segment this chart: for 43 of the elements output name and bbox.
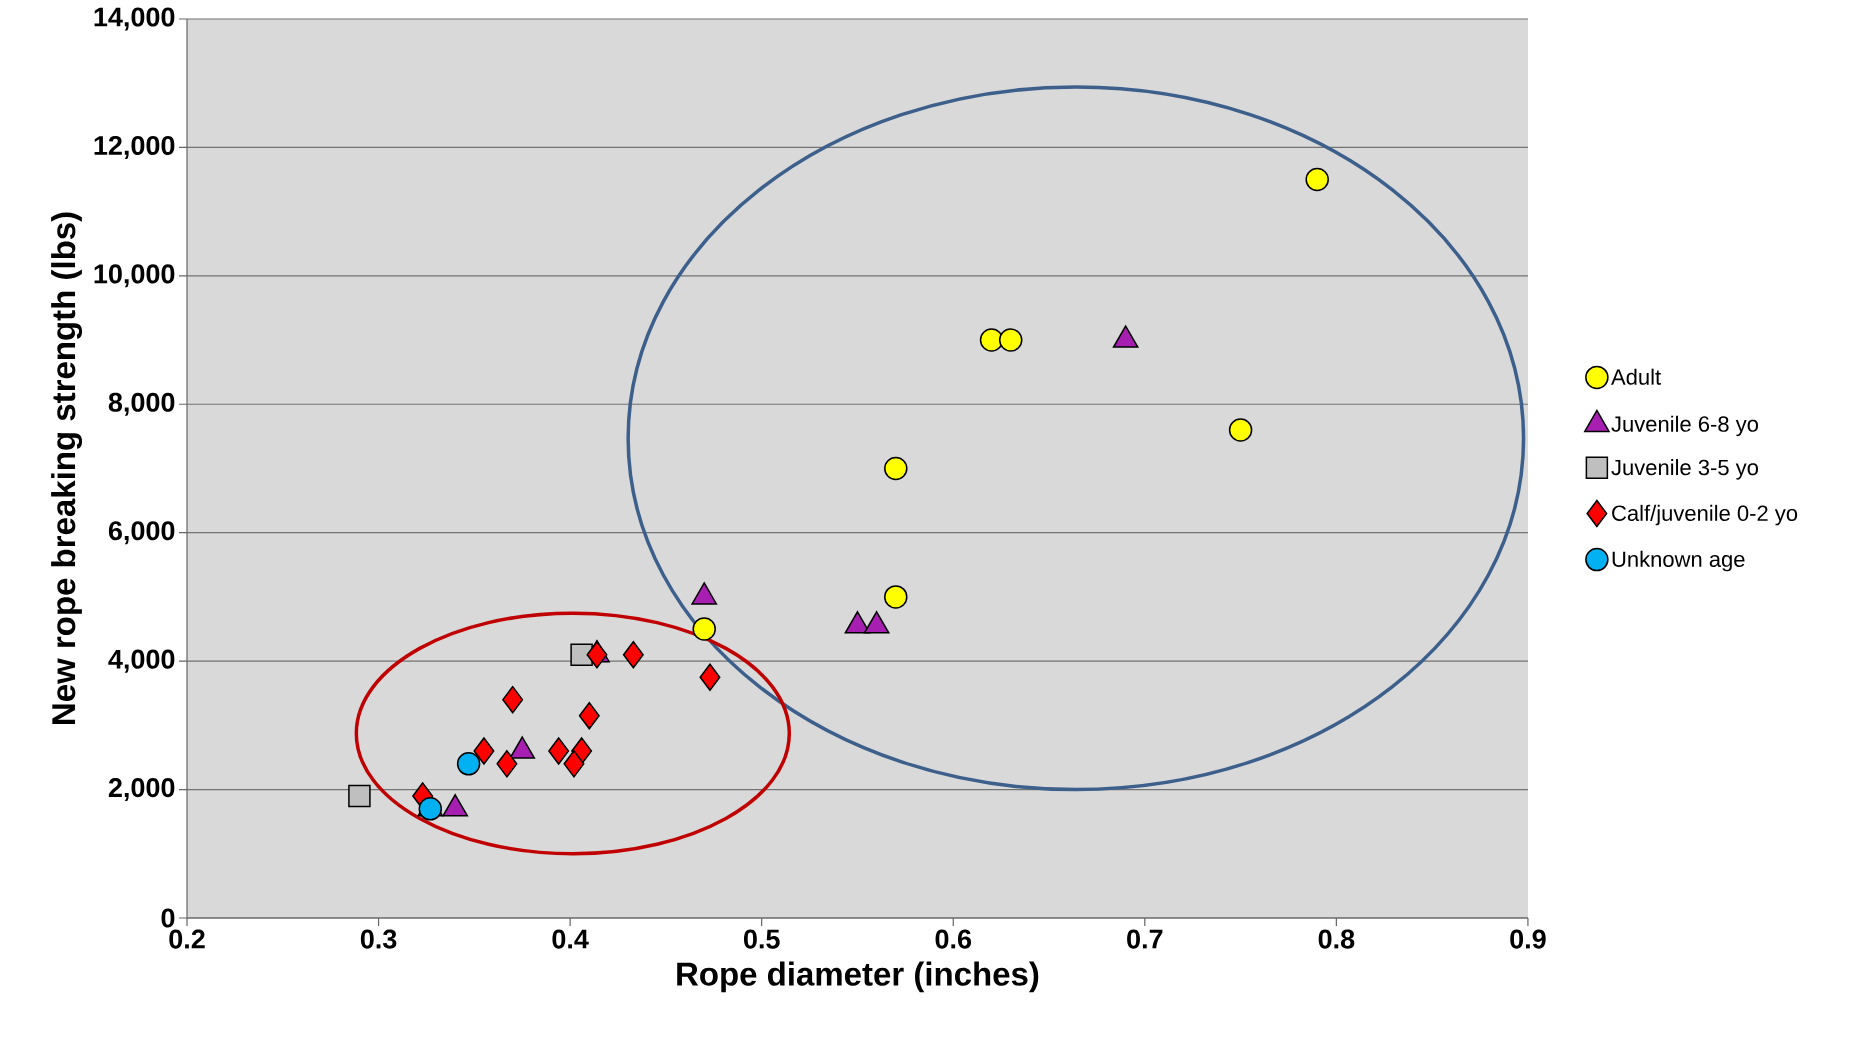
point xyxy=(578,701,600,730)
y-tick-label: 4,000 xyxy=(108,649,175,673)
legend-label: Adult xyxy=(1611,368,1661,385)
x-tick-label: 0.6 xyxy=(935,929,972,949)
x-tick-label: 0.7 xyxy=(1127,929,1163,949)
y-tick-label: 0 xyxy=(161,908,175,928)
point xyxy=(570,643,593,666)
legend-label: Juvenile 3-5 yo xyxy=(1611,459,1758,480)
point xyxy=(979,328,1004,352)
point xyxy=(548,737,570,765)
point xyxy=(456,752,481,776)
x-tick-label: 0.9 xyxy=(1510,929,1546,949)
y-tick-label: 10,000 xyxy=(94,264,175,288)
x-tick-label: 0.5 xyxy=(743,929,780,949)
point xyxy=(1228,418,1253,442)
point xyxy=(622,640,644,669)
x-tick-label: 0.3 xyxy=(360,929,397,949)
y-tick-label: 12,000 xyxy=(94,135,175,159)
x-tick-label: 0.8 xyxy=(1318,929,1355,949)
point xyxy=(502,685,524,714)
point xyxy=(473,737,495,765)
point xyxy=(884,456,908,481)
x-tick-label: 0.2 xyxy=(169,929,205,949)
point xyxy=(418,797,443,821)
point xyxy=(563,750,585,778)
point xyxy=(348,784,371,808)
x-axis-title: Rope diameter (inches) xyxy=(677,961,1039,993)
point xyxy=(586,640,608,669)
x-tick-label: 0.4 xyxy=(552,929,589,949)
point xyxy=(884,585,908,609)
legend-label: Juvenile 6-8 yo xyxy=(1611,415,1758,437)
point xyxy=(699,663,721,691)
legend-label: Unknown age xyxy=(1612,550,1745,572)
y-axis-title: New rope breaking strength (lbs) xyxy=(51,212,83,724)
point xyxy=(692,617,716,641)
y-tick-label: 6,000 xyxy=(108,521,175,545)
y-tick-label: 2,000 xyxy=(108,778,175,802)
y-tick-label: 8,000 xyxy=(108,392,175,416)
point xyxy=(496,750,518,778)
legend-label: Calf/juvenile 0-2 yo xyxy=(1612,504,1798,526)
point xyxy=(1305,167,1329,192)
y-tick-label: 14,000 xyxy=(94,7,175,31)
point xyxy=(998,328,1023,352)
